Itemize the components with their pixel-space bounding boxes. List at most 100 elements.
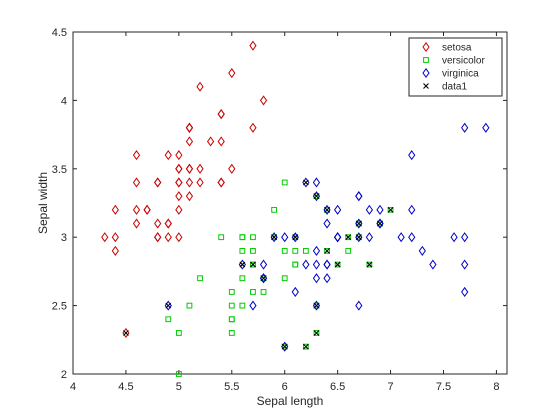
versicolor-point [175, 371, 182, 377]
virginica-point [312, 245, 321, 256]
virginica-point [249, 300, 257, 311]
virginica-point [323, 273, 331, 284]
setosa-point [175, 177, 183, 188]
setosa-point [164, 232, 172, 243]
setosa-point [175, 191, 183, 202]
y-tick-label: 4.5 [52, 27, 67, 39]
data1-point [334, 261, 341, 268]
setosa-point [111, 204, 119, 215]
setosa-point [196, 81, 204, 92]
setosa-point [259, 95, 268, 106]
legend-marker-setosa [422, 41, 430, 53]
setosa-point [164, 218, 172, 229]
virginica-point [259, 259, 268, 270]
data1-point [324, 247, 330, 254]
versicolor-point [313, 330, 320, 336]
versicolor-point [228, 302, 235, 309]
virginica-point [397, 232, 405, 243]
setosa-point [217, 177, 225, 188]
setosa-point [249, 40, 257, 51]
data1-point [387, 206, 394, 213]
versicolor-point [228, 330, 235, 336]
y-tick-label: 3 [61, 232, 67, 244]
setosa-point [154, 177, 162, 188]
virginica-point [302, 259, 310, 270]
x-tick-label: 4 [70, 381, 76, 393]
virginica-point [334, 204, 342, 215]
y-tick-label: 2.5 [52, 301, 67, 313]
x-tick-label: 6 [282, 381, 288, 393]
versicolor-point [302, 247, 309, 254]
versicolor-point [228, 289, 235, 295]
data1-point [302, 343, 309, 350]
legend-label-virginica: virginica [442, 69, 479, 80]
setosa-point [132, 204, 141, 215]
versicolor-point [366, 261, 373, 268]
legend-label-setosa: setosa [442, 43, 472, 54]
data-points [101, 40, 490, 377]
data1-point [324, 206, 330, 213]
versicolor-point [292, 247, 299, 254]
setosa-point [185, 122, 194, 133]
x-tick-label: 8 [493, 381, 499, 393]
virginica-point [408, 204, 416, 215]
versicolor-point [334, 261, 341, 268]
x-tick-label: 7 [387, 381, 393, 393]
setosa-point [196, 163, 204, 174]
data1-point [165, 302, 172, 309]
data1-point [123, 330, 129, 336]
x-tick-label: 4.5 [118, 381, 133, 393]
y-axis-label: Sepal width [36, 172, 50, 234]
virginica-point [461, 232, 469, 243]
legend-label-versicolor: versicolor [442, 56, 485, 67]
data1-point [250, 261, 256, 268]
setosa-point [249, 122, 257, 133]
setosa-point [175, 204, 183, 215]
data1-point [345, 234, 352, 241]
versicolor-point [218, 234, 225, 241]
setosa-point [175, 150, 183, 161]
y-tick-label: 4 [61, 95, 67, 107]
legend-box [408, 37, 503, 97]
virginica-point [408, 232, 416, 243]
virginica-point [365, 232, 374, 243]
setosa-point [143, 204, 151, 215]
series-setosa [101, 40, 268, 339]
versicolor-point [239, 275, 246, 282]
virginica-point [355, 191, 363, 202]
x-tick-label: 7.5 [436, 381, 451, 393]
setosa-point [111, 232, 119, 243]
setosa-point [217, 109, 225, 120]
versicolor-point [324, 247, 330, 254]
setosa-point [185, 177, 194, 188]
setosa-point [217, 136, 225, 147]
legend-marker-data1 [423, 83, 429, 89]
virginica-point [291, 286, 299, 297]
versicolor-point [260, 289, 267, 295]
virginica-point [355, 300, 363, 311]
data1-point [355, 220, 362, 227]
versicolor-point [228, 316, 235, 323]
data1-point [313, 302, 320, 309]
versicolor-point [197, 275, 203, 282]
virginica-point [408, 150, 416, 161]
virginica-point [461, 122, 469, 133]
data1-point [260, 275, 267, 282]
virginica-point [281, 232, 289, 243]
x-tick-label: 5 [176, 381, 182, 393]
x-tick-label: 5.5 [224, 381, 239, 393]
virginica-point [365, 204, 374, 215]
setosa-point [132, 218, 141, 229]
setosa-point [101, 232, 109, 243]
versicolor-point [250, 247, 256, 254]
setosa-point [132, 150, 141, 161]
virginica-point [461, 259, 469, 270]
versicolor-point [345, 247, 352, 254]
setosa-point [185, 136, 194, 147]
virginica-point [334, 232, 342, 243]
axis-ticks: 4 4.5 5 5.5 6 6.5 7 7.5 8 2 2.5 3 3.5 4 4.5 [52, 27, 507, 393]
legend-label-data1: data1 [442, 82, 467, 93]
virginica-point [323, 218, 331, 229]
versicolor-point [345, 234, 352, 241]
setosa-point [132, 177, 141, 188]
